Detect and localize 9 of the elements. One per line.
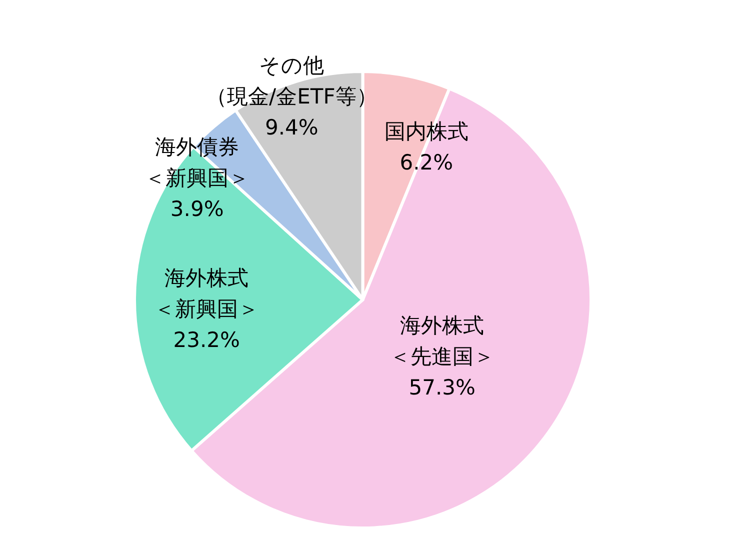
data-label: 57.3% — [408, 376, 476, 400]
data-label: 3.9% — [170, 197, 224, 222]
slice-label: 海外株式＜先進国＞ — [390, 314, 495, 369]
data-label: 6.2% — [400, 150, 454, 174]
slice-label: 国内株式 — [384, 119, 468, 144]
data-label: 23.2% — [173, 328, 240, 352]
slice-label: 海外株式＜新興国＞ — [154, 266, 260, 322]
data-label: 9.4% — [264, 116, 318, 140]
slice-label: その他（現金/金ETF等） — [206, 54, 378, 109]
